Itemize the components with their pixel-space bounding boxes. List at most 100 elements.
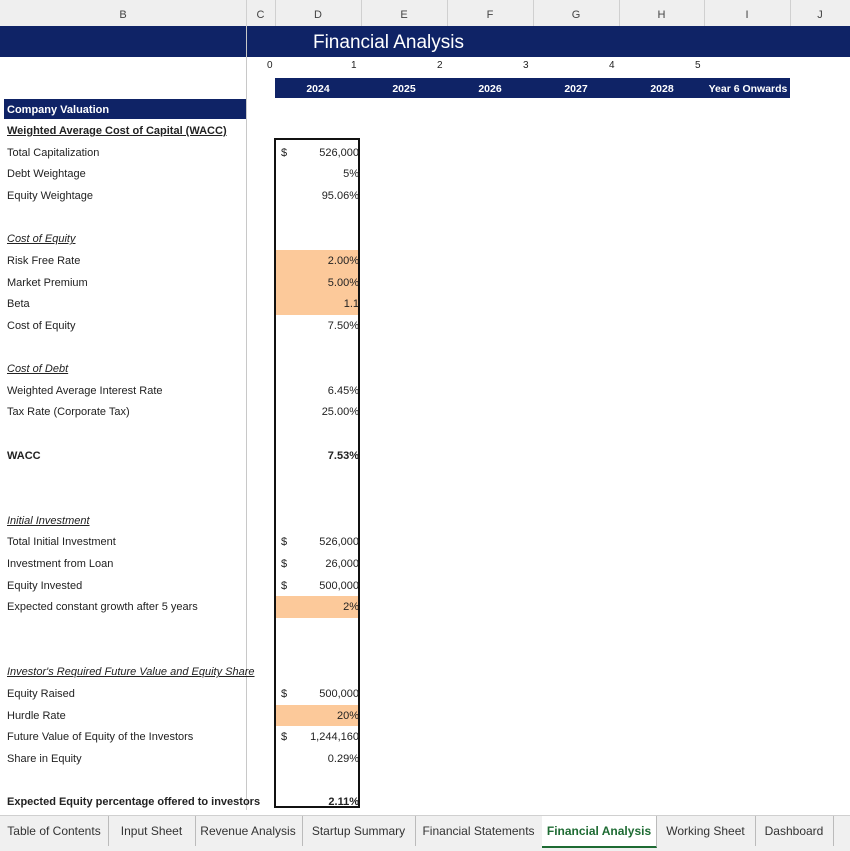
row-label: Expected constant growth after 5 years [7, 601, 198, 614]
sheet-tab[interactable]: Revenue Analysis [194, 816, 303, 846]
table-row: Investor's Required Future Value and Equ… [0, 661, 850, 683]
row-label: Hurdle Rate [7, 709, 66, 722]
row-label: Weighted Average Interest Rate [7, 384, 163, 397]
row-label: Total Capitalization [7, 146, 100, 159]
currency-symbol: $ [281, 558, 288, 570]
input-cell[interactable]: 5.00% [276, 271, 360, 294]
value-cell[interactable]: 0.29% [327, 752, 359, 765]
input-cell[interactable]: 1.1 [276, 293, 360, 315]
table-row [0, 640, 850, 662]
value-cell[interactable]: 2.11% [328, 796, 359, 809]
row-label: Investment from Loan [7, 558, 114, 570]
row-label: Expected Equity percentage offered to in… [7, 796, 261, 809]
table-row: Initial Investment [0, 510, 850, 532]
year-header: 2026 [478, 83, 502, 95]
sheet-tab[interactable]: Working Sheet [656, 816, 756, 846]
value-cell[interactable]: 26,000 [325, 558, 359, 570]
table-row: Equity Raised 500,000 $ [0, 683, 850, 705]
value-cell[interactable]: 526,000 [319, 146, 359, 159]
valuation-box [274, 138, 360, 808]
table-row: Investment from Loan 26,000 $ [0, 553, 850, 575]
table-row: WACC 7.53% [0, 445, 850, 467]
row-label: Equity Weightage [7, 189, 94, 202]
table-row [0, 423, 850, 445]
row-label: Weighted Average Cost of Capital (WACC) [7, 125, 227, 137]
row-label: Equity Raised [7, 687, 75, 700]
sheet-tab[interactable]: Table of Contents [0, 816, 109, 846]
table-row: Tax Rate (Corporate Tax) 25.00% [0, 401, 850, 423]
sheet-tab[interactable]: Startup Summary [302, 816, 416, 846]
period-index: 4 [609, 60, 615, 71]
sheet-tab[interactable]: Financial Statements [415, 816, 543, 846]
row-label: Initial Investment [7, 514, 90, 527]
column-header-I[interactable]: I [704, 0, 791, 26]
table-row: Beta 1.1 [0, 293, 850, 315]
value-cell[interactable]: 1,244,160 [310, 731, 359, 744]
table-row: Debt Weightage 5% [0, 163, 850, 185]
row-label: Tax Rate (Corporate Tax) [7, 406, 130, 419]
currency-symbol: $ [281, 536, 288, 549]
row-label: WACC [7, 449, 41, 462]
sheet-tab[interactable]: Input Sheet [108, 816, 196, 846]
value-cell[interactable]: 6.45% [327, 384, 359, 397]
column-header-D[interactable]: D [275, 0, 362, 26]
row-label: Investor's Required Future Value and Equ… [7, 666, 255, 679]
input-cell[interactable]: 2.00% [276, 249, 360, 272]
table-row: Future Value of Equity of the Investors 1… [0, 726, 850, 748]
table-row: Weighted Average Cost of Capital (WACC) [0, 120, 850, 142]
value-cell[interactable]: 5% [343, 168, 359, 181]
table-row: Risk Free Rate 2.00% [0, 249, 850, 272]
table-row: Cost of Equity 7.50% [0, 315, 850, 337]
sheet-tab[interactable]: Financial Analysis [542, 816, 657, 848]
table-row [0, 466, 850, 488]
value-cell[interactable]: 500,000 [319, 687, 359, 700]
row-label: Market Premium [7, 276, 88, 289]
table-row [0, 337, 850, 359]
value-cell[interactable]: 7.50% [327, 319, 359, 332]
table-row: Hurdle Rate 20% [0, 704, 850, 727]
column-divider [246, 26, 247, 810]
column-header-F[interactable]: F [447, 0, 534, 26]
period-index: 1 [351, 60, 357, 71]
column-header-B[interactable]: B [0, 0, 247, 26]
table-row: Equity Weightage 95.06% [0, 185, 850, 207]
year-header: 2027 [564, 83, 588, 95]
value-cell[interactable]: 25.00% [321, 406, 359, 419]
column-header-E[interactable]: E [361, 0, 448, 26]
input-cell[interactable]: 2% [276, 596, 360, 618]
column-header-H[interactable]: H [619, 0, 705, 26]
row-label: Equity Invested [7, 579, 83, 592]
period-index: 5 [695, 60, 701, 71]
title-bar: Financial Analysis [0, 26, 850, 57]
value-cell[interactable]: 7.53% [327, 449, 359, 462]
row-label: Cost of Equity [7, 319, 76, 332]
period-index: 0 [267, 60, 273, 71]
value-cell[interactable]: 526,000 [319, 536, 359, 549]
year-header: Year 6 Onwards [708, 83, 788, 95]
column-header-G[interactable]: G [533, 0, 620, 26]
row-label: Risk Free Rate [7, 254, 81, 267]
row-label: Cost of Debt [7, 363, 69, 376]
table-row: Share in Equity 0.29% [0, 748, 850, 770]
year-header: 2024 [306, 83, 330, 95]
column-header-C[interactable]: C [246, 0, 276, 26]
table-row: Cost of Equity [0, 228, 850, 250]
table-row [0, 618, 850, 640]
column-header-J[interactable]: J [790, 0, 850, 26]
table-row: Total Initial Investment 526,000 $ [0, 531, 850, 553]
currency-symbol: $ [281, 579, 288, 592]
value-cell[interactable]: 500,000 [319, 579, 359, 592]
table-row [0, 207, 850, 229]
row-label: Share in Equity [7, 752, 82, 765]
row-label: Future Value of Equity of the Investors [7, 731, 194, 744]
sheet-tab[interactable]: Dashboard [755, 816, 834, 846]
table-row: Expected constant growth after 5 years 2% [0, 596, 850, 618]
value-cell[interactable]: 95.06% [321, 189, 359, 202]
table-row [0, 488, 850, 510]
row-label: Debt Weightage [7, 168, 86, 181]
table-row [0, 770, 850, 792]
input-cell[interactable]: 20% [276, 704, 360, 727]
section-header: Company Valuation [4, 99, 246, 119]
year-header: 2025 [392, 83, 416, 95]
period-index: 3 [523, 60, 529, 71]
